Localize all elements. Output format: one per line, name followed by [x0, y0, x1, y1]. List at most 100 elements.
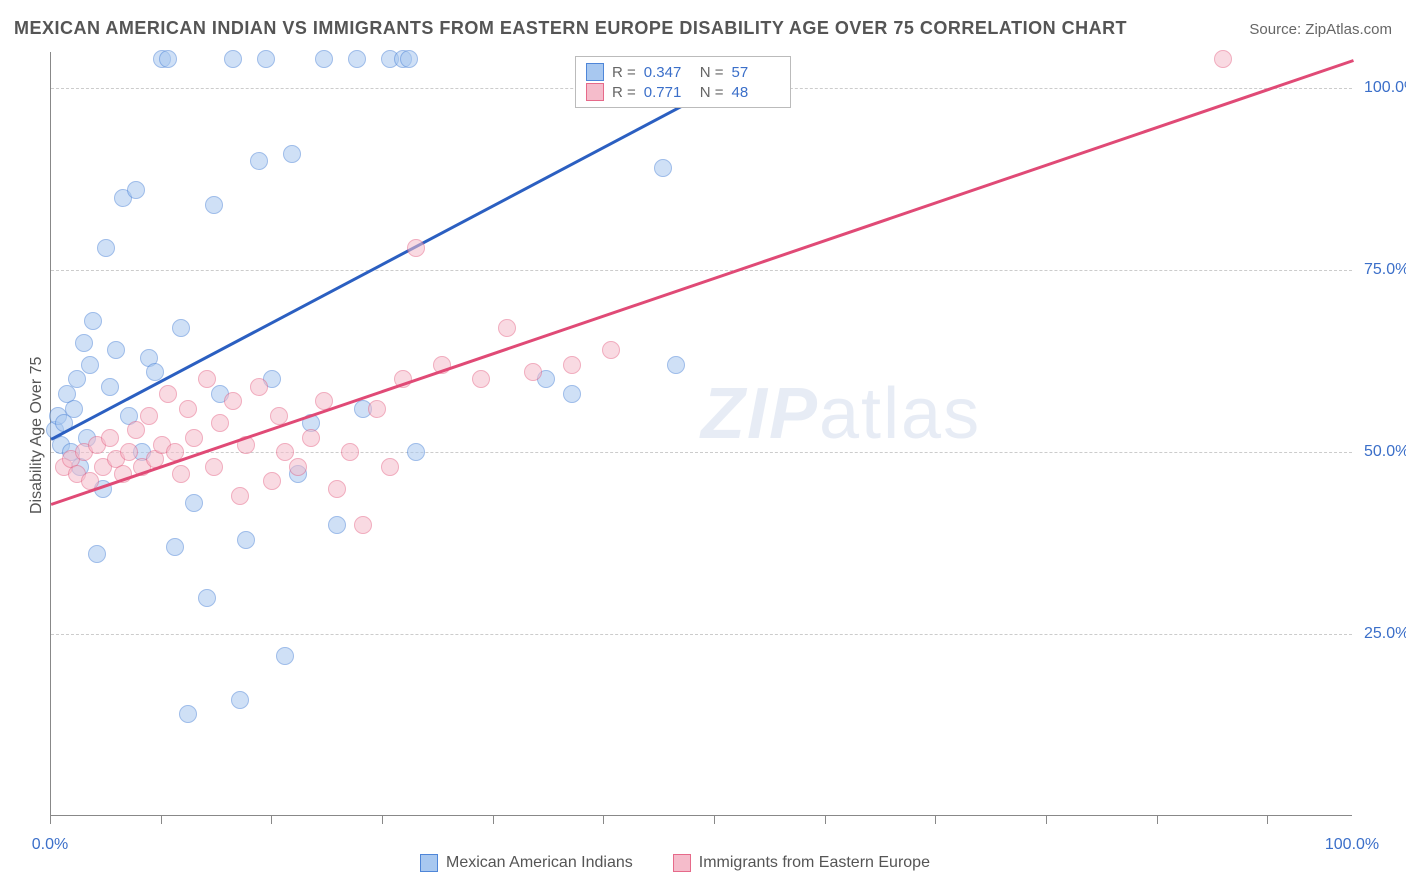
data-point [237, 531, 255, 549]
legend-label: Mexican American Indians [446, 854, 633, 872]
x-tick-mark [50, 816, 51, 824]
data-point [400, 50, 418, 68]
data-point [107, 341, 125, 359]
data-point [563, 385, 581, 403]
x-tick-mark [825, 816, 826, 824]
n-label: N = [700, 84, 724, 101]
x-tick-mark [935, 816, 936, 824]
n-value: 48 [732, 84, 780, 101]
chart-title: MEXICAN AMERICAN INDIAN VS IMMIGRANTS FR… [14, 18, 1127, 39]
data-point [231, 487, 249, 505]
gridline [51, 634, 1352, 635]
data-point [101, 378, 119, 396]
data-point [127, 421, 145, 439]
data-point [283, 145, 301, 163]
source-link[interactable]: ZipAtlas.com [1305, 21, 1392, 38]
data-point [315, 50, 333, 68]
data-point [101, 429, 119, 447]
data-point [198, 589, 216, 607]
data-point [289, 458, 307, 476]
legend-item: Mexican American Indians [420, 854, 633, 872]
x-tick-mark [161, 816, 162, 824]
data-point [75, 334, 93, 352]
data-point [172, 319, 190, 337]
chart-header: MEXICAN AMERICAN INDIAN VS IMMIGRANTS FR… [14, 18, 1392, 39]
data-point [381, 458, 399, 476]
data-point [120, 443, 138, 461]
x-tick-mark [603, 816, 604, 824]
data-point [250, 378, 268, 396]
x-tick-label: 100.0% [1325, 836, 1379, 854]
x-tick-mark [1157, 816, 1158, 824]
data-point [328, 480, 346, 498]
x-tick-mark [1046, 816, 1047, 824]
data-point [328, 516, 346, 534]
data-point [1214, 50, 1232, 68]
data-point [276, 647, 294, 665]
n-label: N = [700, 64, 724, 81]
data-point [250, 152, 268, 170]
data-point [88, 545, 106, 563]
legend-swatch [420, 854, 438, 872]
data-point [172, 465, 190, 483]
data-point [65, 400, 83, 418]
data-point [231, 691, 249, 709]
data-point [198, 370, 216, 388]
y-tick-label: 25.0% [1364, 625, 1406, 643]
data-point [205, 196, 223, 214]
data-point [667, 356, 685, 374]
x-tick-mark [1267, 816, 1268, 824]
data-point [84, 312, 102, 330]
data-point [563, 356, 581, 374]
data-point [97, 239, 115, 257]
n-value: 57 [732, 64, 780, 81]
data-point [159, 385, 177, 403]
data-point [179, 400, 197, 418]
data-point [368, 400, 386, 418]
r-label: R = [612, 84, 636, 101]
data-point [354, 516, 372, 534]
data-point [407, 443, 425, 461]
y-tick-label: 50.0% [1364, 443, 1406, 461]
data-point [498, 319, 516, 337]
data-point [205, 458, 223, 476]
data-point [257, 50, 275, 68]
data-point [68, 370, 86, 388]
data-point [127, 181, 145, 199]
r-label: R = [612, 64, 636, 81]
x-tick-mark [271, 816, 272, 824]
data-point [348, 50, 366, 68]
x-tick-mark [493, 816, 494, 824]
legend-row: R =0.771N =48 [586, 83, 780, 101]
series-legend: Mexican American Indians Immigrants from … [420, 854, 930, 872]
y-tick-label: 75.0% [1364, 261, 1406, 279]
scatter-plot [50, 52, 1352, 816]
data-point [211, 414, 229, 432]
data-point [81, 356, 99, 374]
r-value: 0.347 [644, 64, 692, 81]
x-tick-mark [714, 816, 715, 824]
y-axis-label: Disability Age Over 75 [28, 357, 46, 514]
data-point [185, 429, 203, 447]
data-point [159, 50, 177, 68]
legend-label: Immigrants from Eastern Europe [699, 854, 930, 872]
data-point [276, 443, 294, 461]
legend-swatch [673, 854, 691, 872]
data-point [140, 407, 158, 425]
data-point [407, 239, 425, 257]
trend-line [51, 59, 1354, 505]
data-point [472, 370, 490, 388]
data-point [341, 443, 359, 461]
data-point [185, 494, 203, 512]
x-tick-mark [382, 816, 383, 824]
data-point [179, 705, 197, 723]
data-point [654, 159, 672, 177]
correlation-legend: R =0.347N =57R =0.771N =48 [575, 56, 791, 108]
data-point [524, 363, 542, 381]
source-label: Source: [1249, 21, 1305, 38]
data-point [166, 538, 184, 556]
y-tick-label: 100.0% [1364, 79, 1406, 97]
data-point [224, 392, 242, 410]
data-point [602, 341, 620, 359]
legend-swatch [586, 63, 604, 81]
